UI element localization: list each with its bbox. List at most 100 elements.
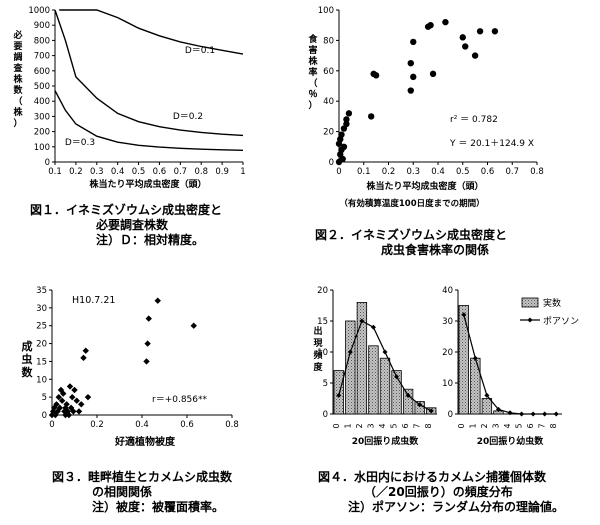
fig4b-x-tick-label: 3 — [491, 423, 500, 428]
fig3-y-label-char: 成 — [22, 339, 33, 353]
fig4b-y-tick-label: 0 — [448, 410, 453, 420]
fig4b-legend-swatch-marker — [527, 317, 533, 323]
fig2-y-label-char: （ — [308, 78, 317, 89]
fig4-caption: 図４．水田内におけるカメムシ捕獲個体数 （／20回振り）の頻度分布 注）ポアソン… — [318, 470, 564, 515]
fig1-x-tick-label: 1 — [240, 167, 245, 177]
fig2-x-tick-label: 0.2 — [382, 167, 396, 177]
fig4b-legend-swatch-bar — [521, 297, 539, 308]
fig1-y-tick-label: 900 — [34, 21, 50, 31]
fig2-point — [407, 60, 414, 67]
fig3-point — [58, 397, 66, 404]
fig1-x-tick-label: 0.9 — [215, 167, 229, 177]
fig4-caption-line3: 注）ポアソン：ランダム分布の理論値。 — [348, 500, 565, 514]
fig3-point — [75, 408, 83, 415]
fig1-y-label-char: 数 — [13, 84, 23, 96]
fig4a-poisson-point — [370, 324, 376, 330]
fig3-point — [70, 408, 77, 415]
fig4a-x-tick-label: 0 — [332, 423, 341, 428]
fig4b-x-tick-label: 0 — [457, 423, 466, 428]
fig2-x-tick-label: 0.3 — [406, 167, 420, 177]
fig3-y-tick-label: 20 — [36, 340, 47, 350]
fig4b-poisson-point — [553, 411, 559, 417]
fig3-point — [63, 401, 70, 408]
fig2-y-label-char: 食 — [307, 33, 318, 45]
fig2-point — [429, 70, 437, 78]
fig1-y-label-char: （ — [13, 96, 22, 107]
fig4b-poisson-point — [542, 411, 548, 417]
fig2-annotation-eq: Y ＝ 20.1＋124.9 X — [449, 138, 534, 149]
fig4b-poisson-point — [495, 406, 501, 412]
fig3-y-tick-label: 15 — [36, 357, 47, 367]
fig1-y-tick-label: 700 — [34, 52, 50, 62]
fig2-point — [471, 52, 479, 59]
fig2-x-tick-label: 0.1 — [357, 167, 371, 177]
fig4b-x-tick-label: 8 — [549, 423, 558, 428]
fig4a-poisson-point — [405, 392, 411, 398]
fig1-x-tick-label: 0.8 — [194, 167, 208, 177]
fig4b-legend-label-line: ポアソン — [543, 316, 579, 327]
fig1-y-label: 必要調査株数（株） — [12, 29, 23, 129]
fig1-x-tick-label: 0.3 — [90, 167, 104, 177]
fig4a-y-tick-label: 10 — [317, 348, 328, 358]
fig3-point — [190, 322, 197, 329]
fig4b-x-label: 20回振り幼虫数 — [477, 435, 545, 447]
fig4b-bar — [470, 357, 481, 415]
fig1-x-tick-label: 0.6 — [153, 167, 167, 177]
fig3-point — [154, 297, 161, 304]
fig2-point — [343, 120, 350, 128]
fig3-caption-line1: 図３．畦畔植生とカメムシ成虫数 — [52, 470, 233, 484]
fig4-y-label-char: 度 — [313, 361, 323, 373]
fig3-y-tick-label: 10 — [36, 375, 47, 385]
fig1-y-tick-label: 800 — [34, 36, 50, 46]
fig4b-x-tick-label: 1 — [468, 423, 477, 428]
fig3-y-tick-label: 30 — [36, 304, 47, 314]
fig2-point — [340, 143, 348, 150]
fig4b-y-tick-label: 40 — [442, 286, 453, 296]
fig1-series-label: D＝0.2 — [173, 112, 203, 122]
fig2-point — [442, 18, 449, 26]
fig3-point — [80, 354, 87, 362]
fig4b-y-tick-label: 30 — [442, 317, 453, 327]
fig2-point — [367, 113, 375, 120]
fig3-caption-line3: 注）被度：被覆面積率。 — [92, 500, 225, 514]
fig2-point — [476, 28, 484, 35]
fig3-point — [82, 347, 89, 354]
fig3-x-tick-label: 0.2 — [90, 420, 104, 430]
fig4-caption-line2: （／20回振り）の頻度分布 — [364, 485, 513, 499]
fig2-y-tick-label: 0 — [329, 158, 334, 168]
fig4a-bar — [402, 388, 414, 415]
fig4a-x-tick-label: 2 — [355, 423, 364, 428]
fig4-y-label-char: 出 — [313, 325, 322, 337]
fig3-x-tick-label: 0.6 — [180, 420, 194, 430]
fig4a-y-tick-label: 20 — [317, 286, 328, 296]
fig2-point — [459, 34, 466, 41]
fig4b-y-tick-label: 10 — [442, 379, 453, 389]
fig4b-legend-label-bar: 実数 — [543, 297, 561, 309]
fig1-y-label-char: 株 — [13, 73, 23, 85]
fig1-y-tick-label: 500 — [34, 82, 50, 92]
fig1-y-tick-label: 400 — [34, 97, 50, 107]
fig3-x-tick-label: 0.8 — [225, 420, 239, 430]
fig4b-x-tick-label: 2 — [480, 423, 489, 428]
fig4b-x-tick-label: 4 — [503, 423, 512, 428]
fig1-y-tick-label: 0 — [45, 158, 50, 168]
fig1-y-label-char: 株 — [13, 106, 23, 118]
fig1-caption: 図１．イネミズゾウムシ成虫密度と 必要調査株数 注）Ｄ：相対精度。 — [30, 203, 222, 248]
fig1-x-tick-label: 0.2 — [69, 167, 83, 177]
fig4a-x-tick-label: 5 — [390, 423, 399, 428]
fig4a-y-tick-label: 0 — [323, 410, 328, 420]
fig2-point — [343, 116, 350, 123]
fig4a-bar — [379, 357, 391, 415]
fig4a-x-tick-label: 4 — [378, 423, 387, 428]
fig4a-poisson-point — [417, 402, 423, 408]
fig2-y-label-char: ） — [308, 100, 317, 111]
fig4a-poisson-point — [359, 318, 365, 324]
fig2-x-tick-label: 0.7 — [505, 167, 519, 177]
fig1-y-tick-label: 200 — [34, 128, 50, 138]
fig1-y-label-char: 必 — [12, 29, 22, 41]
fig2-caption: 図２．イネミズゾウムシ成虫密度と 成虫食害株率の関係 — [315, 228, 507, 258]
fig2-point — [427, 22, 434, 29]
fig2-point — [410, 38, 417, 46]
fig2-point — [339, 155, 346, 163]
fig2-point — [407, 87, 414, 94]
